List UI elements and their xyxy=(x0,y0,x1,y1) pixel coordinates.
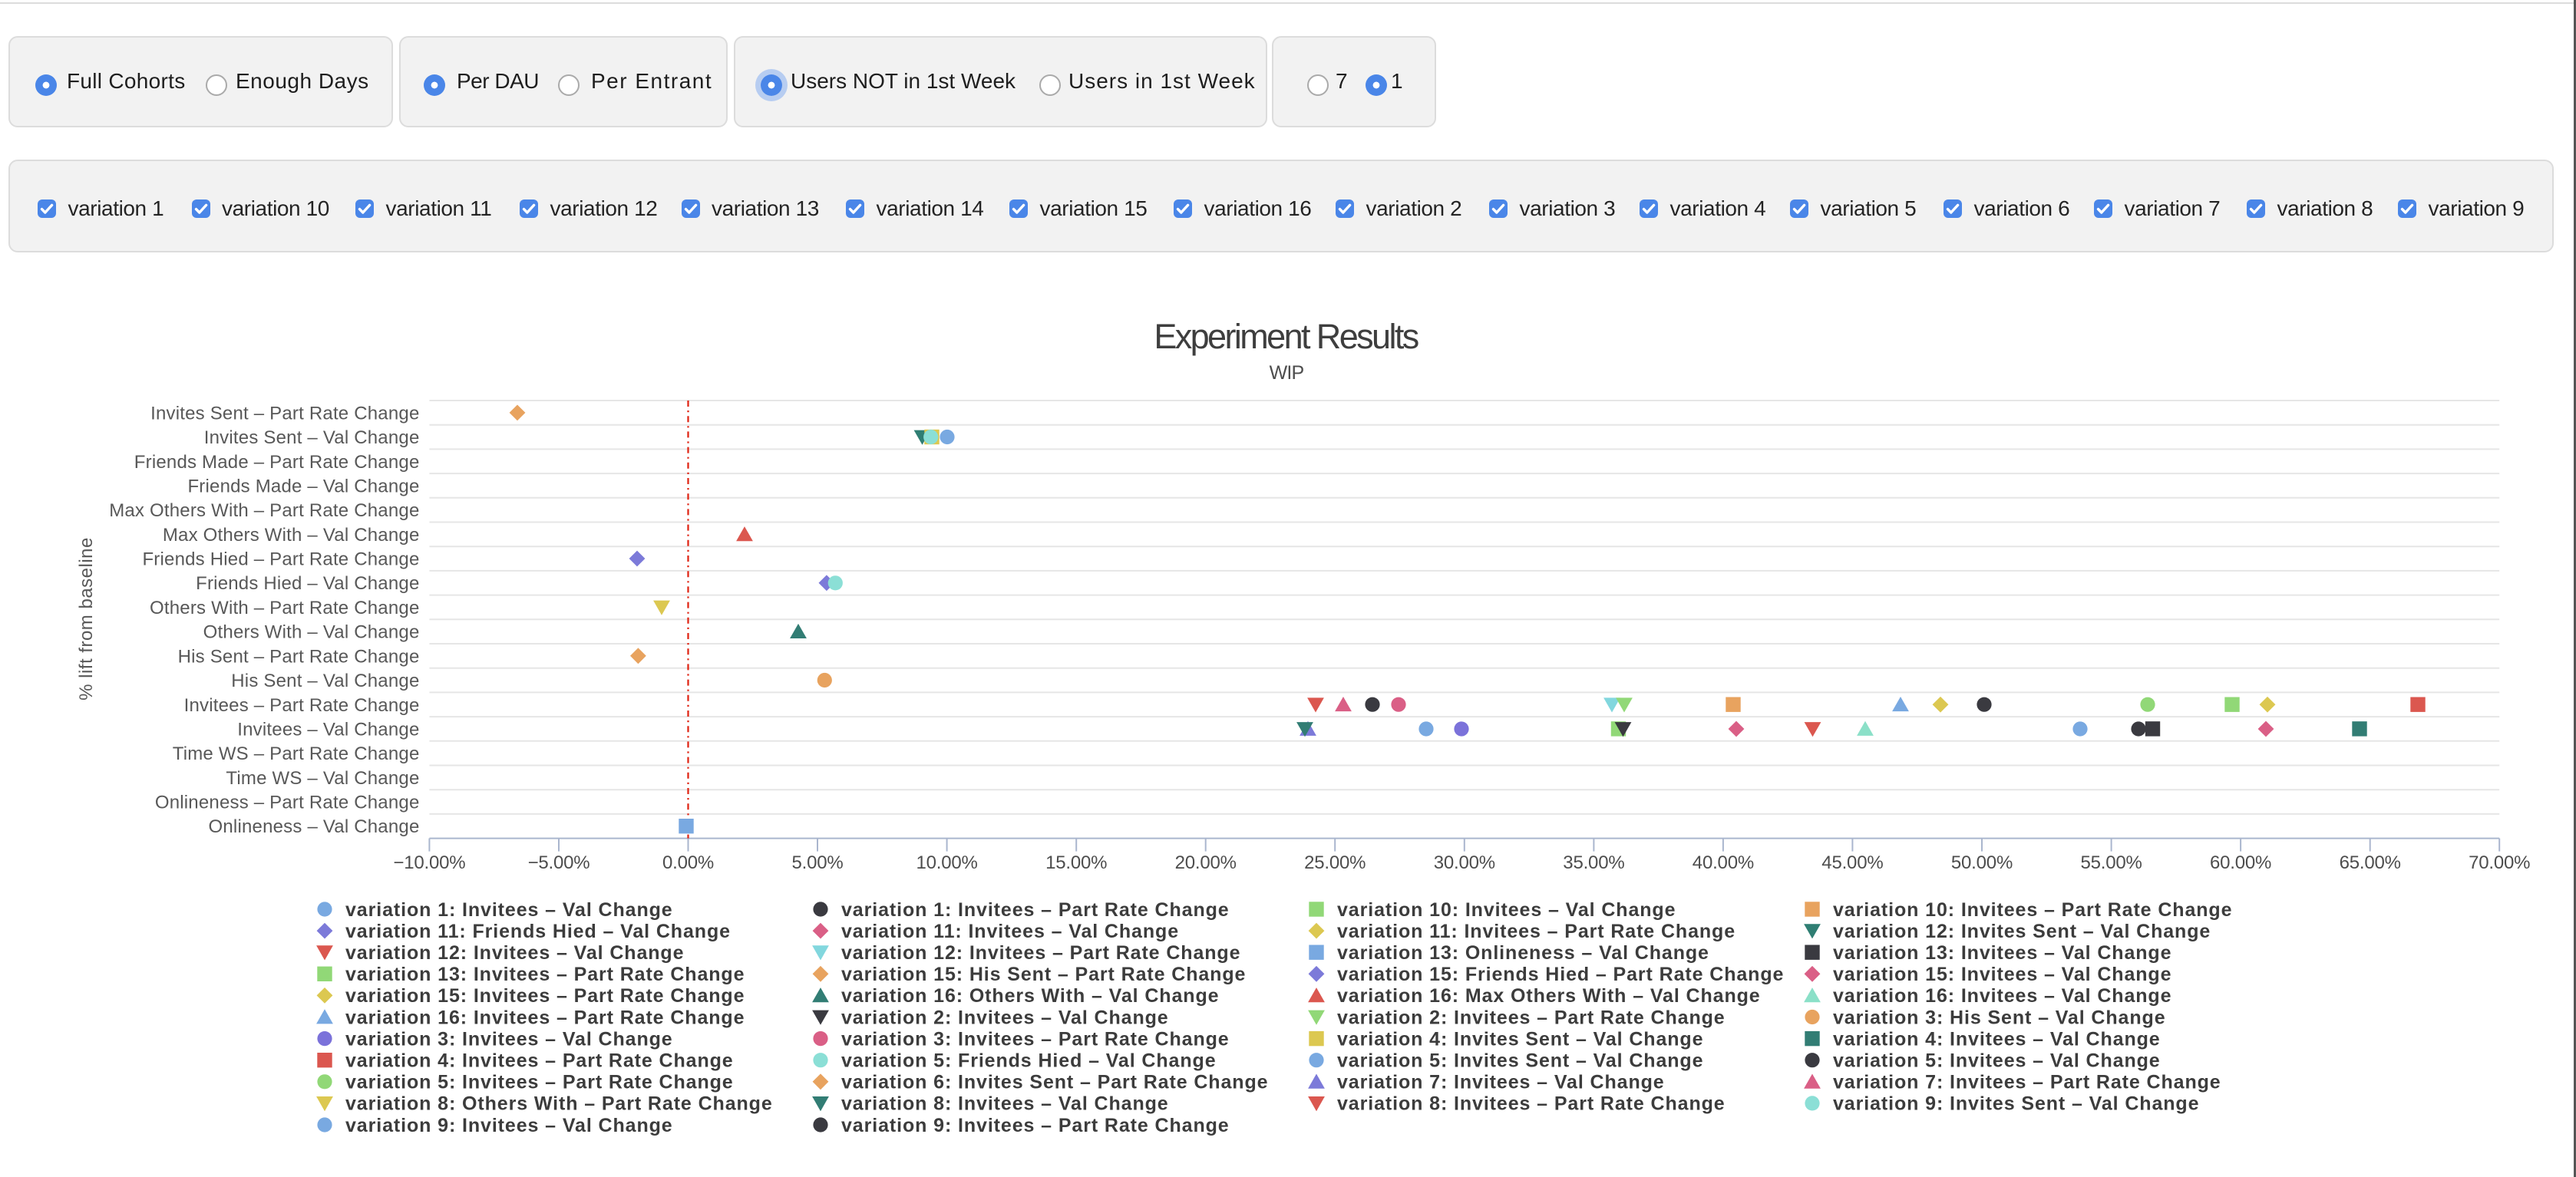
svg-text:variation 15: Invitees – Val C: variation 15: Invitees – Val Change xyxy=(1833,964,2171,985)
svg-text:His Sent – Val Change: His Sent – Val Change xyxy=(231,671,419,691)
svg-text:variation 8: Invitees – Part R: variation 8: Invitees – Part Rate Change xyxy=(1337,1093,1726,1115)
svg-text:Friends Made – Val Change: Friends Made – Val Change xyxy=(187,476,419,497)
svg-text:variation 16: Max Others With: variation 16: Max Others With – Val Chan… xyxy=(1337,985,1761,1007)
svg-text:Invitees – Part Rate Change: Invitees – Part Rate Change xyxy=(184,695,420,716)
svg-text:Experiment Results: Experiment Results xyxy=(1154,317,1418,356)
svg-text:variation 2: Invitees – Part R: variation 2: Invitees – Part Rate Change xyxy=(1337,1007,1726,1028)
svg-text:variation 11: Friends Hied – V: variation 11: Friends Hied – Val Change xyxy=(345,921,731,942)
svg-text:Max Others With – Val Change: Max Others With – Val Change xyxy=(163,525,420,546)
svg-text:Friends Made – Part Rate Chang: Friends Made – Part Rate Change xyxy=(134,452,420,473)
svg-text:variation 2: Invitees – Val Ch: variation 2: Invitees – Val Change xyxy=(841,1007,1169,1028)
svg-text:variation 4: Invitees – Part R: variation 4: Invitees – Part Rate Change xyxy=(345,1050,734,1072)
svg-text:60.00%: 60.00% xyxy=(2210,852,2271,873)
svg-text:variation 15: His Sent – Part: variation 15: His Sent – Part Rate Chang… xyxy=(841,964,1246,985)
svg-text:variation 12: Invitees – Val C: variation 12: Invitees – Val Change xyxy=(345,942,684,964)
svg-text:−5.00%: −5.00% xyxy=(528,852,590,873)
svg-text:35.00%: 35.00% xyxy=(1563,852,1624,873)
svg-text:Invitees – Val Change: Invitees – Val Change xyxy=(237,720,419,740)
svg-text:Others With – Part Rate Change: Others With – Part Rate Change xyxy=(150,598,420,618)
svg-text:variation 15: Invitees – Part: variation 15: Invitees – Part Rate Chang… xyxy=(345,985,745,1007)
svg-text:Friends Hied – Part Rate Chang: Friends Hied – Part Rate Change xyxy=(142,549,419,570)
svg-text:55.00%: 55.00% xyxy=(2080,852,2142,873)
svg-text:Max Others With – Part Rate Ch: Max Others With – Part Rate Change xyxy=(109,500,419,521)
svg-text:variation 8: Invitees – Val Ch: variation 8: Invitees – Val Change xyxy=(841,1093,1169,1115)
svg-text:variation 4: Invites Sent – Va: variation 4: Invites Sent – Val Change xyxy=(1337,1028,1703,1050)
svg-text:Invites Sent – Part Rate Chang: Invites Sent – Part Rate Change xyxy=(150,403,419,424)
svg-text:variation 10: Invitees – Val C: variation 10: Invitees – Val Change xyxy=(1337,899,1676,921)
svg-text:variation 3: Invitees – Val Ch: variation 3: Invitees – Val Change xyxy=(345,1028,673,1050)
svg-text:variation 7: Invitees – Part R: variation 7: Invitees – Part Rate Change xyxy=(1833,1072,2221,1093)
svg-text:variation 13: Onlineness – Val: variation 13: Onlineness – Val Change xyxy=(1337,942,1709,964)
svg-text:0.00%: 0.00% xyxy=(662,852,714,873)
svg-text:variation 1: Invitees – Val Ch: variation 1: Invitees – Val Change xyxy=(345,899,673,921)
svg-text:50.00%: 50.00% xyxy=(1951,852,2013,873)
svg-text:variation 5: Invites Sent – Va: variation 5: Invites Sent – Val Change xyxy=(1337,1050,1703,1072)
svg-text:45.00%: 45.00% xyxy=(1821,852,1883,873)
svg-text:variation 5: Invitees – Part R: variation 5: Invitees – Part Rate Change xyxy=(345,1072,734,1093)
svg-text:variation 16: Others With – Va: variation 16: Others With – Val Change xyxy=(841,985,1219,1007)
svg-text:variation 3: His Sent – Val Ch: variation 3: His Sent – Val Change xyxy=(1833,1007,2166,1028)
svg-text:variation 7: Invitees – Val Ch: variation 7: Invitees – Val Change xyxy=(1337,1072,1665,1093)
svg-text:70.00%: 70.00% xyxy=(2469,852,2530,873)
svg-text:variation 6: Invites Sent – Pa: variation 6: Invites Sent – Part Rate Ch… xyxy=(841,1072,1268,1093)
svg-text:variation 4: Invitees – Val Ch: variation 4: Invitees – Val Change xyxy=(1833,1028,2161,1050)
svg-text:variation 11: Invitees – Val C: variation 11: Invitees – Val Change xyxy=(841,921,1179,942)
svg-text:variation 12: Invites Sent – V: variation 12: Invites Sent – Val Change xyxy=(1833,921,2211,942)
svg-text:His Sent – Part Rate Change: His Sent – Part Rate Change xyxy=(178,646,420,667)
svg-text:variation 16: Invitees – Val C: variation 16: Invitees – Val Change xyxy=(1833,985,2171,1007)
svg-text:65.00%: 65.00% xyxy=(2340,852,2401,873)
svg-text:variation 9: Invitees – Val Ch: variation 9: Invitees – Val Change xyxy=(345,1115,673,1136)
svg-text:variation 5: Friends Hied – Va: variation 5: Friends Hied – Val Change xyxy=(841,1050,1217,1072)
svg-text:variation 12: Invitees – Part: variation 12: Invitees – Part Rate Chang… xyxy=(841,942,1240,964)
svg-text:Onlineness – Val Change: Onlineness – Val Change xyxy=(209,816,420,837)
svg-text:variation 10: Invitees – Part: variation 10: Invitees – Part Rate Chang… xyxy=(1833,899,2232,921)
svg-text:15.00%: 15.00% xyxy=(1045,852,1107,873)
svg-text:Invites Sent – Val Change: Invites Sent – Val Change xyxy=(204,427,420,448)
svg-text:variation 9: Invites Sent – Va: variation 9: Invites Sent – Val Change xyxy=(1833,1093,2199,1115)
svg-text:5.00%: 5.00% xyxy=(791,852,843,873)
svg-text:Friends Hied – Val Change: Friends Hied – Val Change xyxy=(196,573,419,594)
svg-text:20.00%: 20.00% xyxy=(1175,852,1237,873)
svg-text:variation 9: Invitees – Part R: variation 9: Invitees – Part Rate Change xyxy=(841,1115,1230,1136)
svg-text:variation 15: Friends Hied – P: variation 15: Friends Hied – Part Rate C… xyxy=(1337,964,1784,985)
svg-text:variation 13: Invitees – Part: variation 13: Invitees – Part Rate Chang… xyxy=(345,964,745,985)
svg-text:variation 16: Invitees – Part: variation 16: Invitees – Part Rate Chang… xyxy=(345,1007,745,1028)
svg-text:variation 1: Invitees – Part R: variation 1: Invitees – Part Rate Change xyxy=(841,899,1230,921)
svg-text:variation 5: Invitees – Val Ch: variation 5: Invitees – Val Change xyxy=(1833,1050,2161,1072)
svg-text:variation 13: Invitees – Val C: variation 13: Invitees – Val Change xyxy=(1833,942,2171,964)
svg-text:% lift from baseline: % lift from baseline xyxy=(76,537,97,701)
svg-text:Onlineness – Part Rate Change: Onlineness – Part Rate Change xyxy=(155,793,420,813)
svg-text:Time WS – Part Rate Change: Time WS – Part Rate Change xyxy=(173,743,420,764)
svg-text:variation 3: Invitees – Part R: variation 3: Invitees – Part Rate Change xyxy=(841,1028,1230,1050)
svg-text:10.00%: 10.00% xyxy=(916,852,977,873)
svg-text:variation 11: Invitees – Part: variation 11: Invitees – Part Rate Chang… xyxy=(1337,921,1735,942)
svg-text:WIP: WIP xyxy=(1270,362,1304,384)
svg-text:−10.00%: −10.00% xyxy=(393,852,465,873)
svg-text:40.00%: 40.00% xyxy=(1693,852,1754,873)
svg-text:variation 8: Others With – Par: variation 8: Others With – Part Rate Cha… xyxy=(345,1093,773,1115)
svg-text:Time WS – Val Change: Time WS – Val Change xyxy=(226,768,419,789)
svg-text:Others With – Val Change: Others With – Val Change xyxy=(203,622,420,643)
svg-text:30.00%: 30.00% xyxy=(1434,852,1495,873)
svg-text:25.00%: 25.00% xyxy=(1304,852,1366,873)
